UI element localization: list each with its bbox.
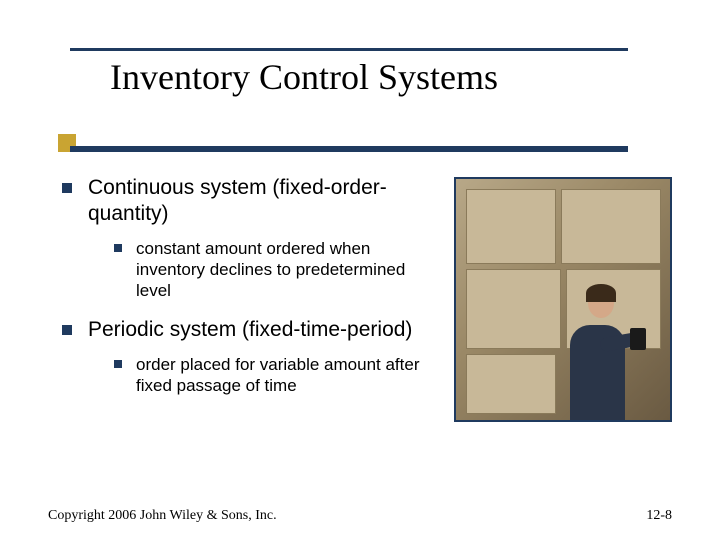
bullet-level-1: Continuous system (fixed-order-quantity) (62, 175, 442, 228)
page-number: 12-8 (646, 508, 672, 524)
warehouse-photo (454, 177, 672, 422)
title-bar-bottom (70, 146, 628, 152)
bullet-level-2: constant amount ordered when inventory d… (114, 238, 442, 302)
bullet-text: Continuous system (fixed-order-quantity) (88, 175, 442, 228)
bullet-square-icon (114, 244, 122, 252)
title-bar-top (70, 48, 628, 51)
bullet-text: Periodic system (fixed-time-period) (88, 317, 412, 343)
copyright-text: Copyright 2006 John Wiley & Sons, Inc. (48, 508, 277, 524)
bullet-level-1: Periodic system (fixed-time-period) (62, 317, 442, 343)
bullet-text: order placed for variable amount after f… (136, 354, 442, 397)
bullet-square-icon (62, 325, 72, 335)
bullet-square-icon (62, 183, 72, 193)
bullet-text: constant amount ordered when inventory d… (136, 238, 442, 302)
bullet-square-icon (114, 360, 122, 368)
bullet-level-2: order placed for variable amount after f… (114, 354, 442, 397)
person-icon (560, 280, 640, 420)
slide-title: Inventory Control Systems (110, 56, 498, 98)
content-area: Continuous system (fixed-order-quantity)… (62, 175, 442, 412)
